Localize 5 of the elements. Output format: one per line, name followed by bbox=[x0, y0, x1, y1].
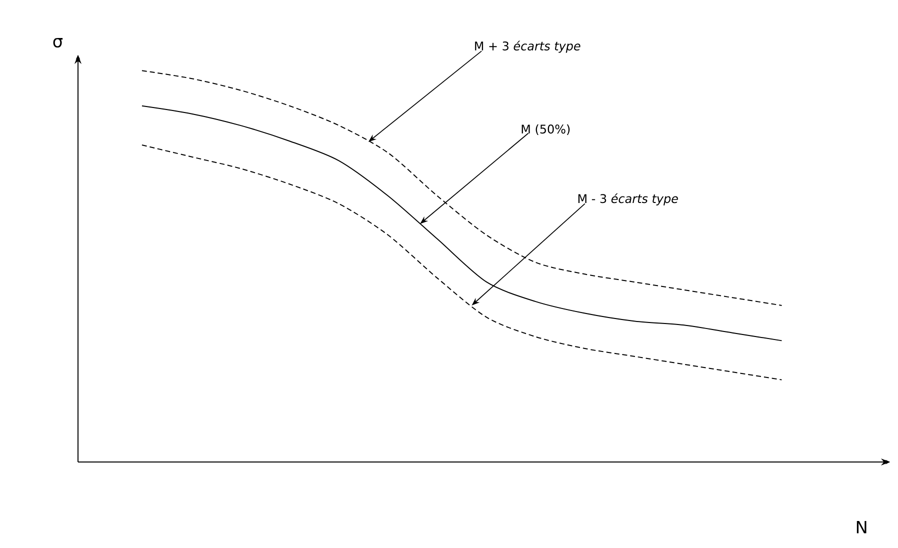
annotation: M - 3 écarts type bbox=[578, 193, 678, 206]
y-axis-title: σ bbox=[53, 38, 63, 48]
x-axis-title: N bbox=[856, 520, 866, 534]
text: M + 3 écarts type bbox=[475, 40, 580, 53]
annotation: M (50%) bbox=[522, 124, 570, 135]
